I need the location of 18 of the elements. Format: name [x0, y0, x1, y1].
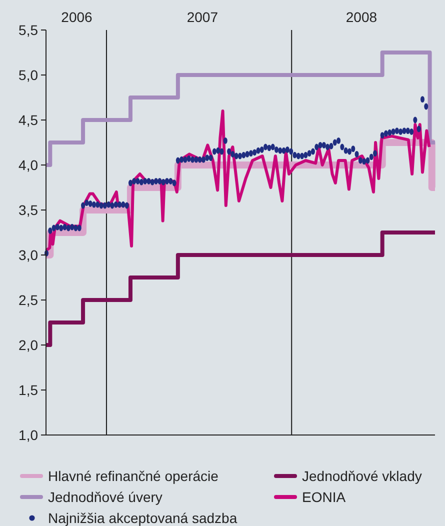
legend-label: Jednodňové úvery [48, 488, 162, 505]
legend-label: Najnižšia akceptovaná sadzba [48, 510, 238, 526]
y-tick-label: 4,0 [18, 156, 38, 173]
y-tick-label: 3,5 [18, 202, 38, 218]
y-tick-label: 2,0 [18, 336, 38, 353]
legend-label: Jednodňové vklady [302, 468, 422, 484]
y-tick-label: 3,0 [18, 246, 38, 263]
y-tick-label: 5,5 [18, 22, 38, 38]
y-tick-label: 2,5 [18, 292, 38, 308]
legend-label: Hlavné refinančné operácie [48, 468, 219, 484]
y-tick-label: 4,5 [18, 112, 38, 128]
y-tick-label: 1,5 [18, 382, 38, 398]
y-tick-label: 5,0 [18, 66, 38, 83]
y-tick-label: 1,0 [18, 426, 38, 443]
x-tick-label: 2006 [61, 9, 93, 25]
legend-label: EONIA [302, 488, 346, 505]
x-tick-label: 2008 [346, 9, 378, 25]
x-tick-label: 2007 [186, 9, 218, 25]
